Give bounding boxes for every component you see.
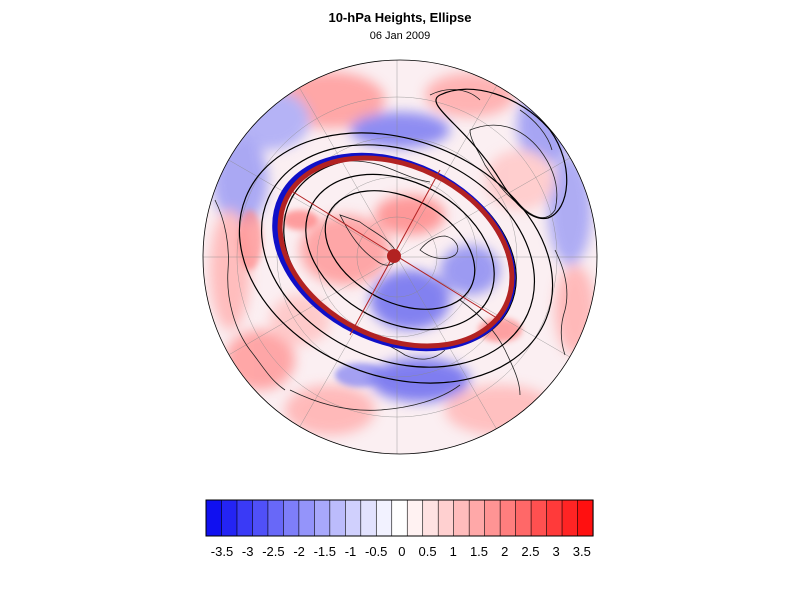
colorbar-tick-label: 2 <box>501 544 508 559</box>
colorbar-tick-label: -0.5 <box>365 544 387 559</box>
colorbar-box <box>515 499 532 537</box>
colorbar-labels: -3.5 -3 -2.5 -2 -1.5 -1 -0.5 0 0.5 1 1.5 2 2.5 3 3.5 <box>211 544 591 559</box>
colorbar-box <box>453 499 470 537</box>
colorbar-box <box>221 499 238 537</box>
colorbar-box <box>252 499 269 537</box>
colorbar-box <box>546 499 563 537</box>
colorbar-tick-label: 0.5 <box>419 544 437 559</box>
colorbar-tick-label: -3.5 <box>211 544 233 559</box>
colorbar-box <box>422 499 439 537</box>
colorbar-box <box>283 499 300 537</box>
anomaly-field <box>203 60 597 454</box>
colorbar-tick-label: 3.5 <box>573 544 591 559</box>
colorbar-tick-label: -2.5 <box>262 544 284 559</box>
colorbar-box <box>205 499 223 537</box>
colorbar-tick-label: -3 <box>242 544 254 559</box>
globe-outline <box>202 59 598 455</box>
colorbar-frame <box>205 499 594 537</box>
colorbar-box <box>236 499 254 537</box>
colorbar-tick-label: 1 <box>450 544 457 559</box>
colorbar-tick-label: 2.5 <box>521 544 539 559</box>
chart-title: 10-hPa Heights, Ellipse <box>328 10 472 25</box>
colorbar-box <box>267 499 285 537</box>
colorbar-box <box>375 499 393 537</box>
ellipse-center-marker <box>387 249 401 263</box>
colorbar-tick-label: -1 <box>345 544 357 559</box>
colorbar-box <box>391 499 408 537</box>
colorbar-box <box>345 499 362 537</box>
colorbar-box <box>484 499 501 537</box>
colorbar-tick-label: -2 <box>293 544 305 559</box>
colorbar-box <box>360 499 377 537</box>
polar-map <box>202 59 598 455</box>
colorbar-box <box>406 499 424 537</box>
colorbar-box <box>437 499 455 537</box>
colorbar-boxes <box>205 499 594 537</box>
colorbar-box <box>577 499 594 537</box>
fitted-ellipse <box>272 152 516 352</box>
colorbar-box <box>499 499 517 537</box>
colorbar-box <box>561 499 579 537</box>
colorbar-box <box>468 499 486 537</box>
colorbar-box <box>530 499 548 537</box>
colorbar-tick-label: 3 <box>552 544 559 559</box>
colorbar-box <box>314 499 331 537</box>
colorbar-box <box>329 499 346 537</box>
colorbar-box <box>298 499 315 537</box>
colorbar-tick-label: -1.5 <box>314 544 336 559</box>
chart-subtitle: 06 Jan 2009 <box>369 30 431 42</box>
colorbar-tick-label: 0 <box>398 544 405 559</box>
colorbar-tick-label: 1.5 <box>470 544 488 559</box>
